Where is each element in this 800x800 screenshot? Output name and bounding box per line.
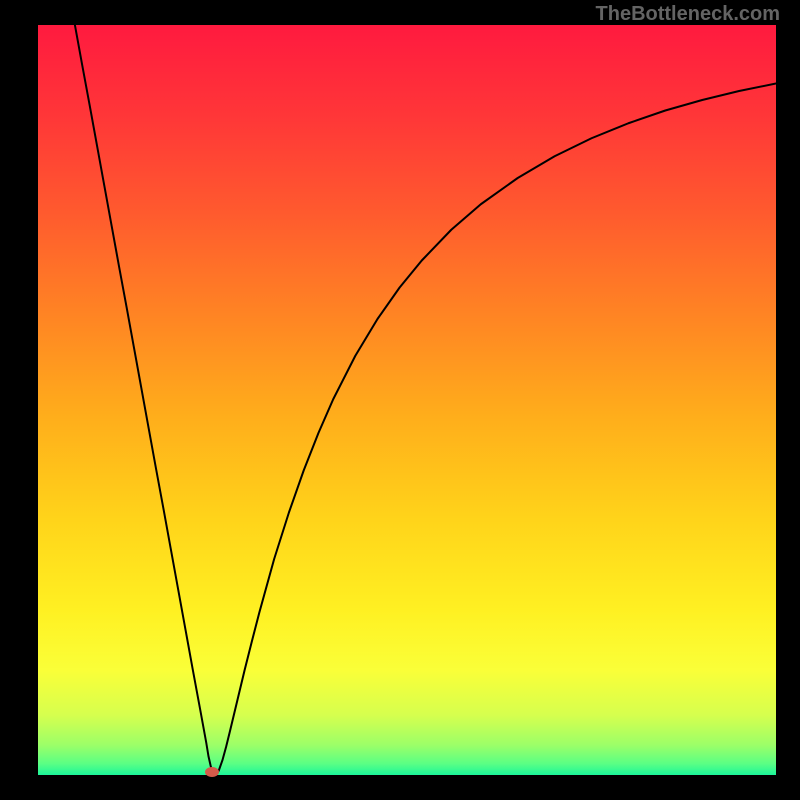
watermark-text: TheBottleneck.com <box>596 3 780 26</box>
plot-area <box>38 25 776 775</box>
minimum-marker <box>205 767 219 777</box>
curve-line <box>38 25 776 775</box>
chart-container: { "watermark": { "text": "TheBottleneck.… <box>0 0 800 800</box>
